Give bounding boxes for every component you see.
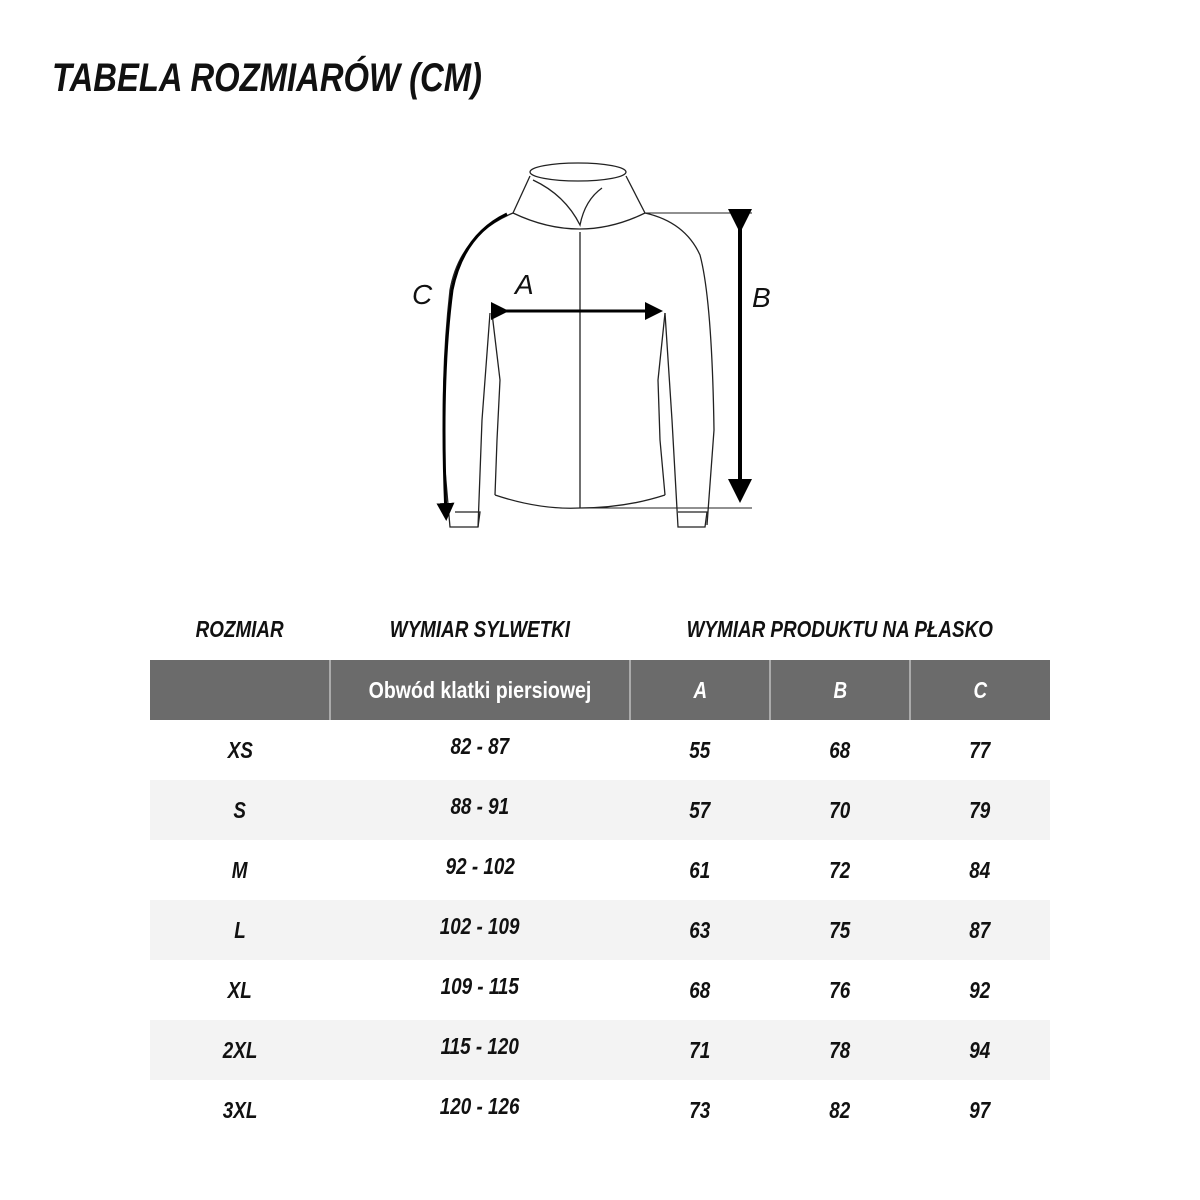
size-table: Obwód klatki piersiowej A B C XS 82 - 87 5… — [150, 660, 1050, 1140]
c-arrow — [436, 212, 508, 521]
table-row: S 88 - 91 57 70 79 — [150, 780, 1050, 840]
cell-b: 68 — [829, 736, 851, 763]
section-header-product: WYMIAR PRODUKTU NA PŁASKO — [686, 616, 994, 642]
header-c: C — [909, 660, 1050, 720]
cell-a: 57 — [630, 780, 770, 840]
cell-b: 82 — [829, 1096, 851, 1123]
cell-size: XS — [227, 736, 253, 763]
cell-c: 77 — [969, 736, 991, 763]
cell-size: 3XL — [222, 1096, 258, 1123]
cell-chest: 120 - 126 — [440, 1092, 520, 1119]
table-row: XS 82 - 87 55 68 77 — [150, 720, 1050, 780]
cell-size: 2XL — [150, 1020, 330, 1080]
cell-c: 92 — [969, 976, 991, 1003]
table-row: M 92 - 102 61 72 84 — [150, 840, 1050, 900]
cell-b: 76 — [829, 976, 851, 1003]
label-b: B — [752, 282, 771, 313]
cell-c: 79 — [910, 780, 1050, 840]
table-row: 2XL 115 - 120 71 78 94 — [150, 1020, 1050, 1080]
header-a: A — [629, 660, 770, 720]
cell-size: M — [232, 856, 248, 883]
header-chest: Obwód klatki piersiowej — [329, 660, 630, 720]
cell-c: 84 — [969, 856, 991, 883]
cell-chest: 88 - 91 — [330, 780, 630, 840]
table-header-row: Obwód klatki piersiowej A B C — [150, 660, 1050, 720]
table-row: XL 109 - 115 68 76 92 — [150, 960, 1050, 1020]
cell-c: 94 — [910, 1020, 1050, 1080]
cell-chest: 82 - 87 — [450, 732, 510, 759]
label-a: A — [513, 269, 534, 300]
cell-size: S — [150, 780, 330, 840]
cell-b: 75 — [770, 900, 910, 960]
jacket-diagram: C A B — [412, 162, 771, 528]
cell-a: 55 — [689, 736, 711, 763]
cell-b: 72 — [829, 856, 851, 883]
jacket-outline — [442, 162, 715, 528]
cell-a: 68 — [689, 976, 711, 1003]
header-size — [150, 660, 330, 720]
table-row: 3XL 120 - 126 73 82 97 — [150, 1080, 1050, 1140]
section-header-body: WYMIAR SYLWETKI — [389, 616, 571, 642]
cell-chest: 115 - 120 — [330, 1020, 630, 1080]
cell-b: 70 — [770, 780, 910, 840]
cell-chest: 109 - 115 — [440, 972, 520, 999]
header-b: B — [769, 660, 910, 720]
cell-size: L — [150, 900, 330, 960]
cell-a: 63 — [630, 900, 770, 960]
cell-c: 87 — [910, 900, 1050, 960]
page-title: TABELA ROZMIARÓW (CM) — [52, 56, 482, 100]
cell-a: 73 — [689, 1096, 711, 1123]
cell-size: XL — [227, 976, 253, 1003]
cell-a: 71 — [630, 1020, 770, 1080]
section-header-size: ROZMIAR — [195, 616, 284, 642]
table-row: L 102 - 109 63 75 87 — [150, 900, 1050, 960]
cell-a: 61 — [689, 856, 711, 883]
cell-chest: 102 - 109 — [330, 900, 630, 960]
cell-chest: 92 - 102 — [445, 852, 515, 879]
cell-c: 97 — [969, 1096, 991, 1123]
cell-b: 78 — [770, 1020, 910, 1080]
label-c: C — [412, 279, 433, 310]
